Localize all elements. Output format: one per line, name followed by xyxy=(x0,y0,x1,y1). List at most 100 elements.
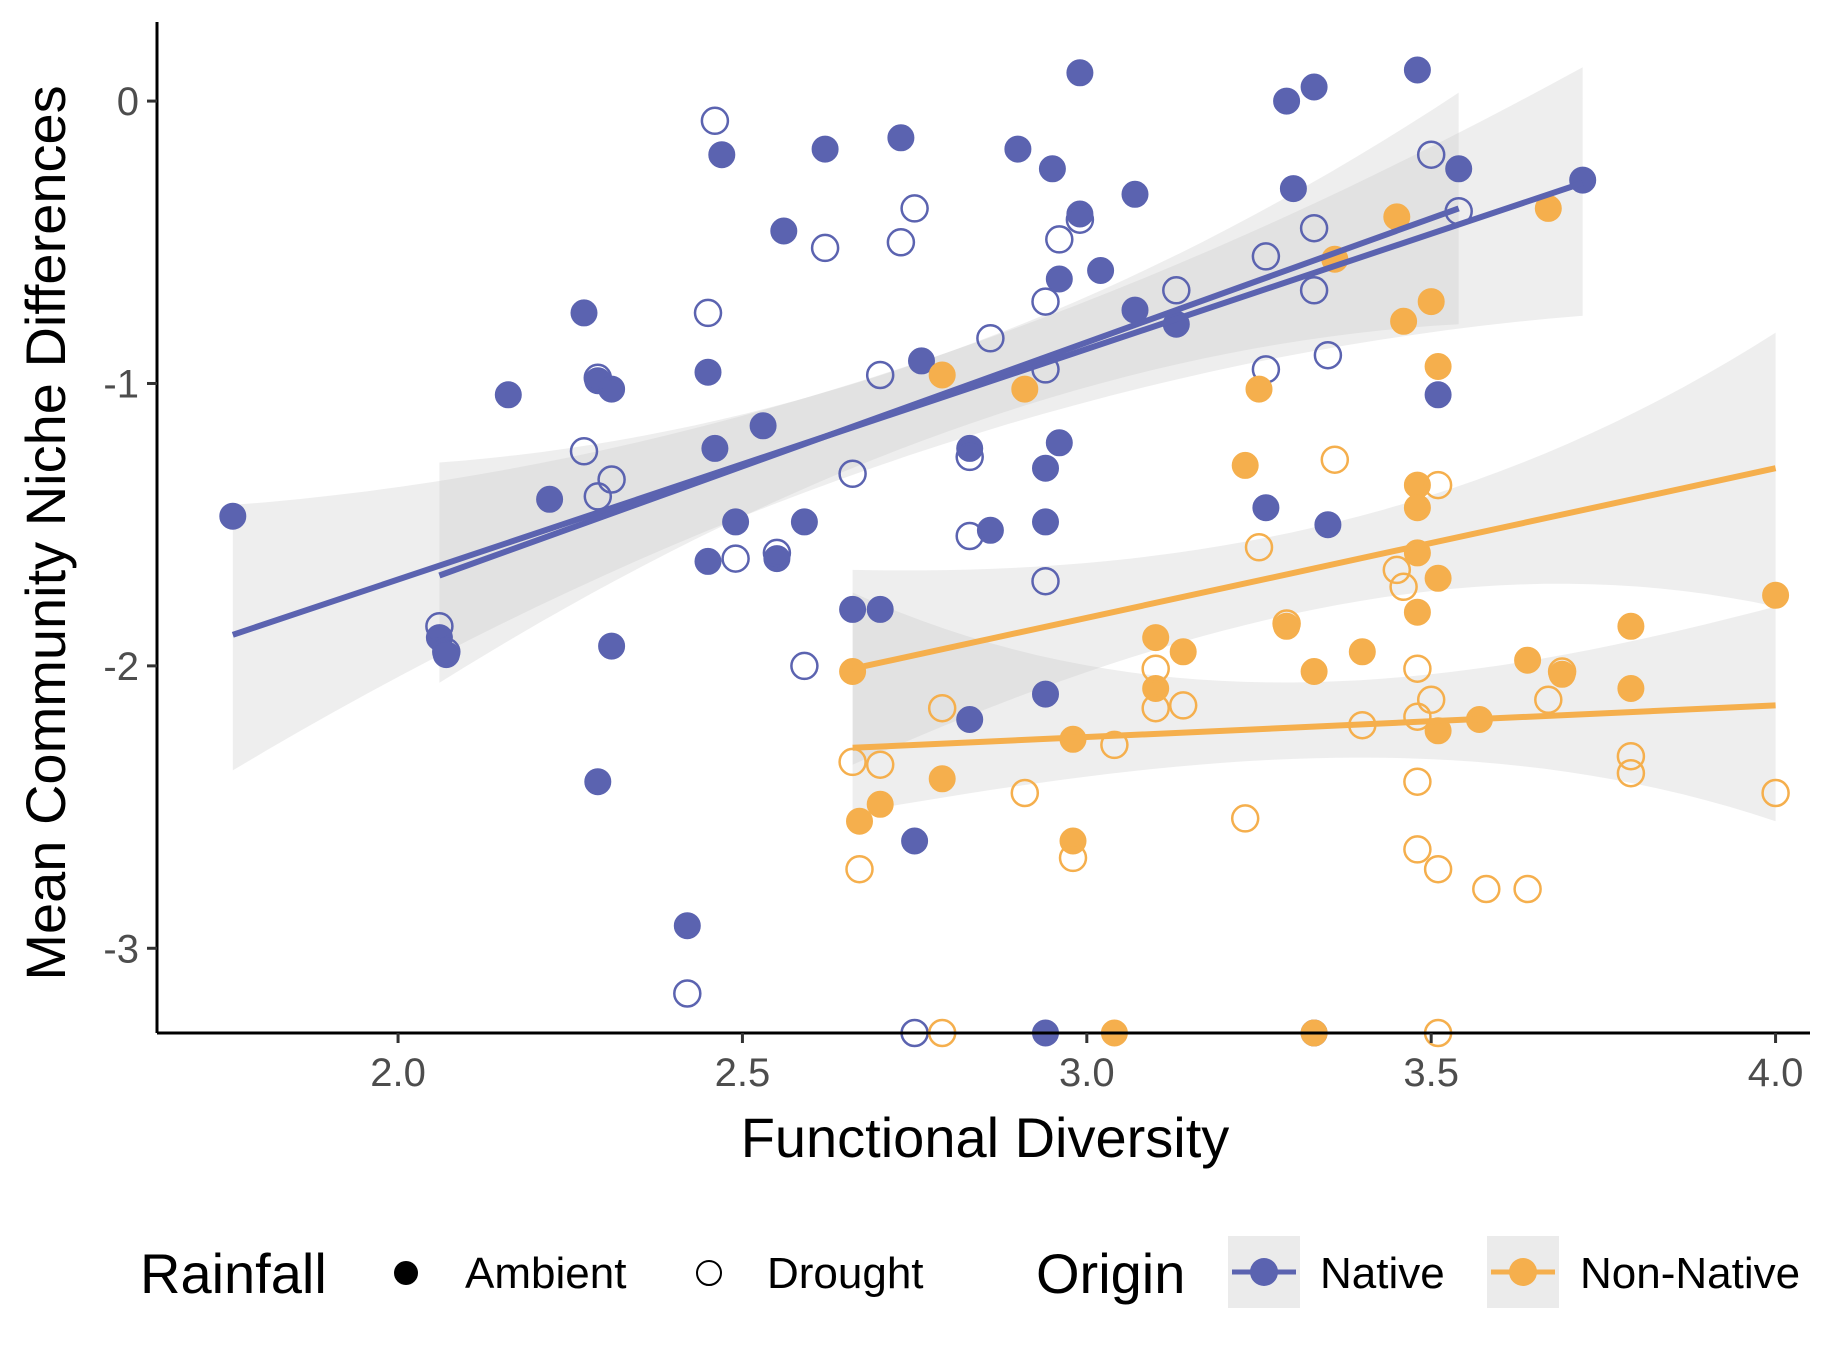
point-native-ambient xyxy=(1252,494,1280,522)
point-native-ambient xyxy=(694,358,722,386)
axes xyxy=(147,22,1810,1043)
y-tick-label: -3 xyxy=(103,927,139,971)
point-native-ambient xyxy=(1403,56,1431,84)
point-native-ambient xyxy=(708,141,736,169)
point-native-ambient xyxy=(956,434,984,462)
fit-line-non-native-ambient xyxy=(852,702,1776,751)
point-non-native-ambient xyxy=(1417,288,1445,316)
point-native-drought xyxy=(1162,276,1191,305)
point-non-native-drought xyxy=(1382,555,1412,585)
point-native-drought xyxy=(955,521,984,551)
point-native-ambient xyxy=(811,135,839,163)
point-native-ambient xyxy=(694,547,722,575)
legend-origin: Origin Native Non-Native xyxy=(1036,1236,1800,1308)
point-non-native-ambient xyxy=(1403,598,1431,626)
point-non-native-ambient xyxy=(1424,717,1452,745)
point-native-ambient xyxy=(673,912,701,940)
point-native-ambient xyxy=(1273,87,1301,115)
point-native-drought xyxy=(955,442,984,472)
point-native-drought xyxy=(976,324,1005,353)
point-native-drought xyxy=(810,233,840,263)
point-native-drought xyxy=(886,228,916,257)
legend-origin-title: Origin xyxy=(1036,1242,1185,1305)
point-native-ambient xyxy=(1004,135,1032,163)
legend-native-label: Native xyxy=(1320,1249,1445,1298)
ci-band-non-native-drought xyxy=(852,332,1776,765)
legend-drought-label: Drought xyxy=(767,1249,924,1298)
point-non-native-drought xyxy=(865,750,895,779)
point-native-drought xyxy=(597,465,626,494)
point-native-ambient xyxy=(908,347,935,375)
point-native-ambient xyxy=(956,706,984,733)
y-tick-label: -1 xyxy=(103,362,139,406)
point-non-native-drought xyxy=(1423,854,1453,884)
point-non-native-drought xyxy=(1513,874,1542,904)
point-non-native-drought xyxy=(1547,657,1577,686)
ci-band-non-native-ambient xyxy=(852,592,1776,822)
point-non-native-drought xyxy=(1389,572,1418,602)
point-native-ambient xyxy=(901,827,929,855)
point-native-ambient xyxy=(749,412,777,440)
point-non-native-drought xyxy=(1761,778,1790,808)
point-non-native-drought xyxy=(1423,470,1453,500)
point-native-ambient xyxy=(1087,257,1115,284)
point-native-ambient xyxy=(1279,175,1307,203)
point-native-drought xyxy=(1251,242,1281,271)
point-native-drought xyxy=(1065,205,1095,234)
fit-line-non-native-drought xyxy=(851,465,1777,672)
point-non-native-ambient xyxy=(1424,353,1452,380)
point-non-native-drought xyxy=(1616,741,1646,771)
point-native-ambient xyxy=(494,381,522,409)
point-native-ambient xyxy=(598,632,626,660)
point-non-native-ambient xyxy=(1424,564,1452,592)
point-native-ambient xyxy=(790,508,818,536)
y-tick-labels: 0 -1 -2 -3 xyxy=(103,80,139,971)
point-native-drought xyxy=(721,544,750,573)
point-native-ambient xyxy=(866,595,894,623)
point-native-drought xyxy=(569,437,599,466)
point-native-drought xyxy=(838,459,867,489)
point-non-native-drought xyxy=(1403,835,1432,864)
point-non-native-drought xyxy=(1168,691,1198,720)
point-native-ambient xyxy=(1066,59,1094,87)
x-tick-label: 4.0 xyxy=(1748,1051,1804,1095)
point-non-native-ambient xyxy=(839,658,867,685)
point-native-drought xyxy=(1313,340,1343,370)
legend-ambient-label: Ambient xyxy=(465,1249,626,1298)
point-non-native-ambient xyxy=(866,790,894,818)
point-non-native-ambient xyxy=(1403,494,1431,522)
point-native-ambient xyxy=(701,434,729,462)
point-native-drought xyxy=(1299,213,1329,243)
point-non-native-ambient xyxy=(1514,646,1542,674)
point-native-drought xyxy=(865,360,895,390)
point-native-ambient xyxy=(536,485,564,513)
point-non-native-ambient xyxy=(1169,638,1197,666)
point-native-ambient xyxy=(839,595,867,623)
confidence-bands xyxy=(232,67,1776,822)
legend-drought-swatch xyxy=(696,1260,722,1286)
y-tick-label: 0 xyxy=(117,80,139,124)
legend-rainfall-title: Rainfall xyxy=(140,1242,327,1305)
regression-lines xyxy=(231,180,1777,751)
point-non-native-drought xyxy=(1616,758,1646,788)
point-non-native-drought xyxy=(1320,445,1350,474)
point-native-ambient xyxy=(1066,200,1094,228)
point-non-native-ambient xyxy=(928,361,956,389)
point-native-drought xyxy=(1031,566,1060,596)
point-native-ambient xyxy=(887,124,915,152)
point-native-drought xyxy=(583,482,613,511)
point-non-native-ambient xyxy=(1617,612,1645,640)
point-native-drought xyxy=(583,363,613,393)
point-non-native-drought xyxy=(1230,804,1260,833)
x-tick-label: 2.0 xyxy=(370,1051,426,1095)
legend-native-key-point xyxy=(1250,1258,1278,1286)
y-tick-label: -2 xyxy=(103,645,139,689)
point-native-ambient xyxy=(584,768,612,796)
legend-rainfall: Rainfall Ambient Drought xyxy=(140,1242,924,1305)
point-native-ambient xyxy=(1300,73,1328,101)
ci-band-native-ambient xyxy=(232,67,1583,771)
point-native-drought xyxy=(700,106,730,136)
point-native-ambient xyxy=(1038,155,1066,183)
point-non-native-drought xyxy=(845,854,874,884)
